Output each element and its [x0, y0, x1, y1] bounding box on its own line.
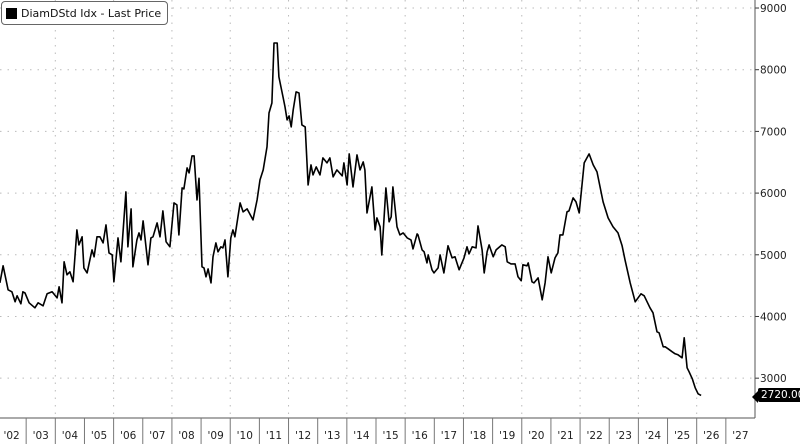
- x-tick-label: '17: [441, 430, 457, 442]
- y-tick-label: 3000: [760, 373, 787, 385]
- x-tick-label: '07: [149, 430, 165, 442]
- series-layer: [0, 42, 702, 397]
- x-tick-label: '19: [499, 430, 515, 442]
- legend-label: DiamDStd Idx - Last Price: [21, 6, 162, 20]
- x-tick-label: '03: [33, 430, 49, 442]
- x-tick-label: '16: [412, 430, 429, 442]
- x-tick-label: '09: [208, 430, 224, 442]
- x-tick-label: '02: [3, 430, 19, 442]
- x-tick-label: '14: [353, 430, 370, 442]
- x-tick-label: '23: [616, 430, 632, 442]
- y-tick-label: 8000: [760, 65, 787, 77]
- x-tick-label: '10: [237, 430, 253, 442]
- x-tick-label: '13: [324, 430, 340, 442]
- y-tick-label: 4000: [760, 311, 787, 323]
- x-tick-label: '15: [382, 430, 398, 442]
- y-tick-label: 9000: [760, 3, 787, 15]
- x-tick-label: '24: [645, 430, 662, 442]
- legend-swatch-icon: [6, 7, 17, 19]
- y-tick-label: 5000: [760, 250, 787, 262]
- series-line: [0, 42, 702, 397]
- gridlines: [0, 0, 755, 418]
- x-tick-label: '05: [91, 430, 107, 442]
- legend: DiamDStd Idx - Last Price: [1, 1, 169, 25]
- y-tick-label: 7000: [760, 126, 787, 138]
- x-tick-label: '06: [120, 430, 137, 442]
- x-tick-label: '20: [528, 430, 544, 442]
- x-tick-label: '25: [674, 430, 690, 442]
- last-price-badge: 2720.00: [751, 388, 800, 403]
- x-tick-label: '27: [732, 430, 748, 442]
- x-tick-label: '21: [557, 430, 573, 442]
- y-tick-label: 6000: [760, 188, 787, 200]
- x-tick-label: '26: [703, 430, 720, 442]
- x-tick-label: '08: [178, 430, 194, 442]
- x-tick-label: '11: [266, 430, 282, 442]
- x-tick-label: '18: [470, 430, 486, 442]
- x-tick-label: '22: [587, 430, 603, 442]
- x-tick-label: '04: [62, 430, 79, 442]
- x-tick-label: '12: [295, 430, 311, 442]
